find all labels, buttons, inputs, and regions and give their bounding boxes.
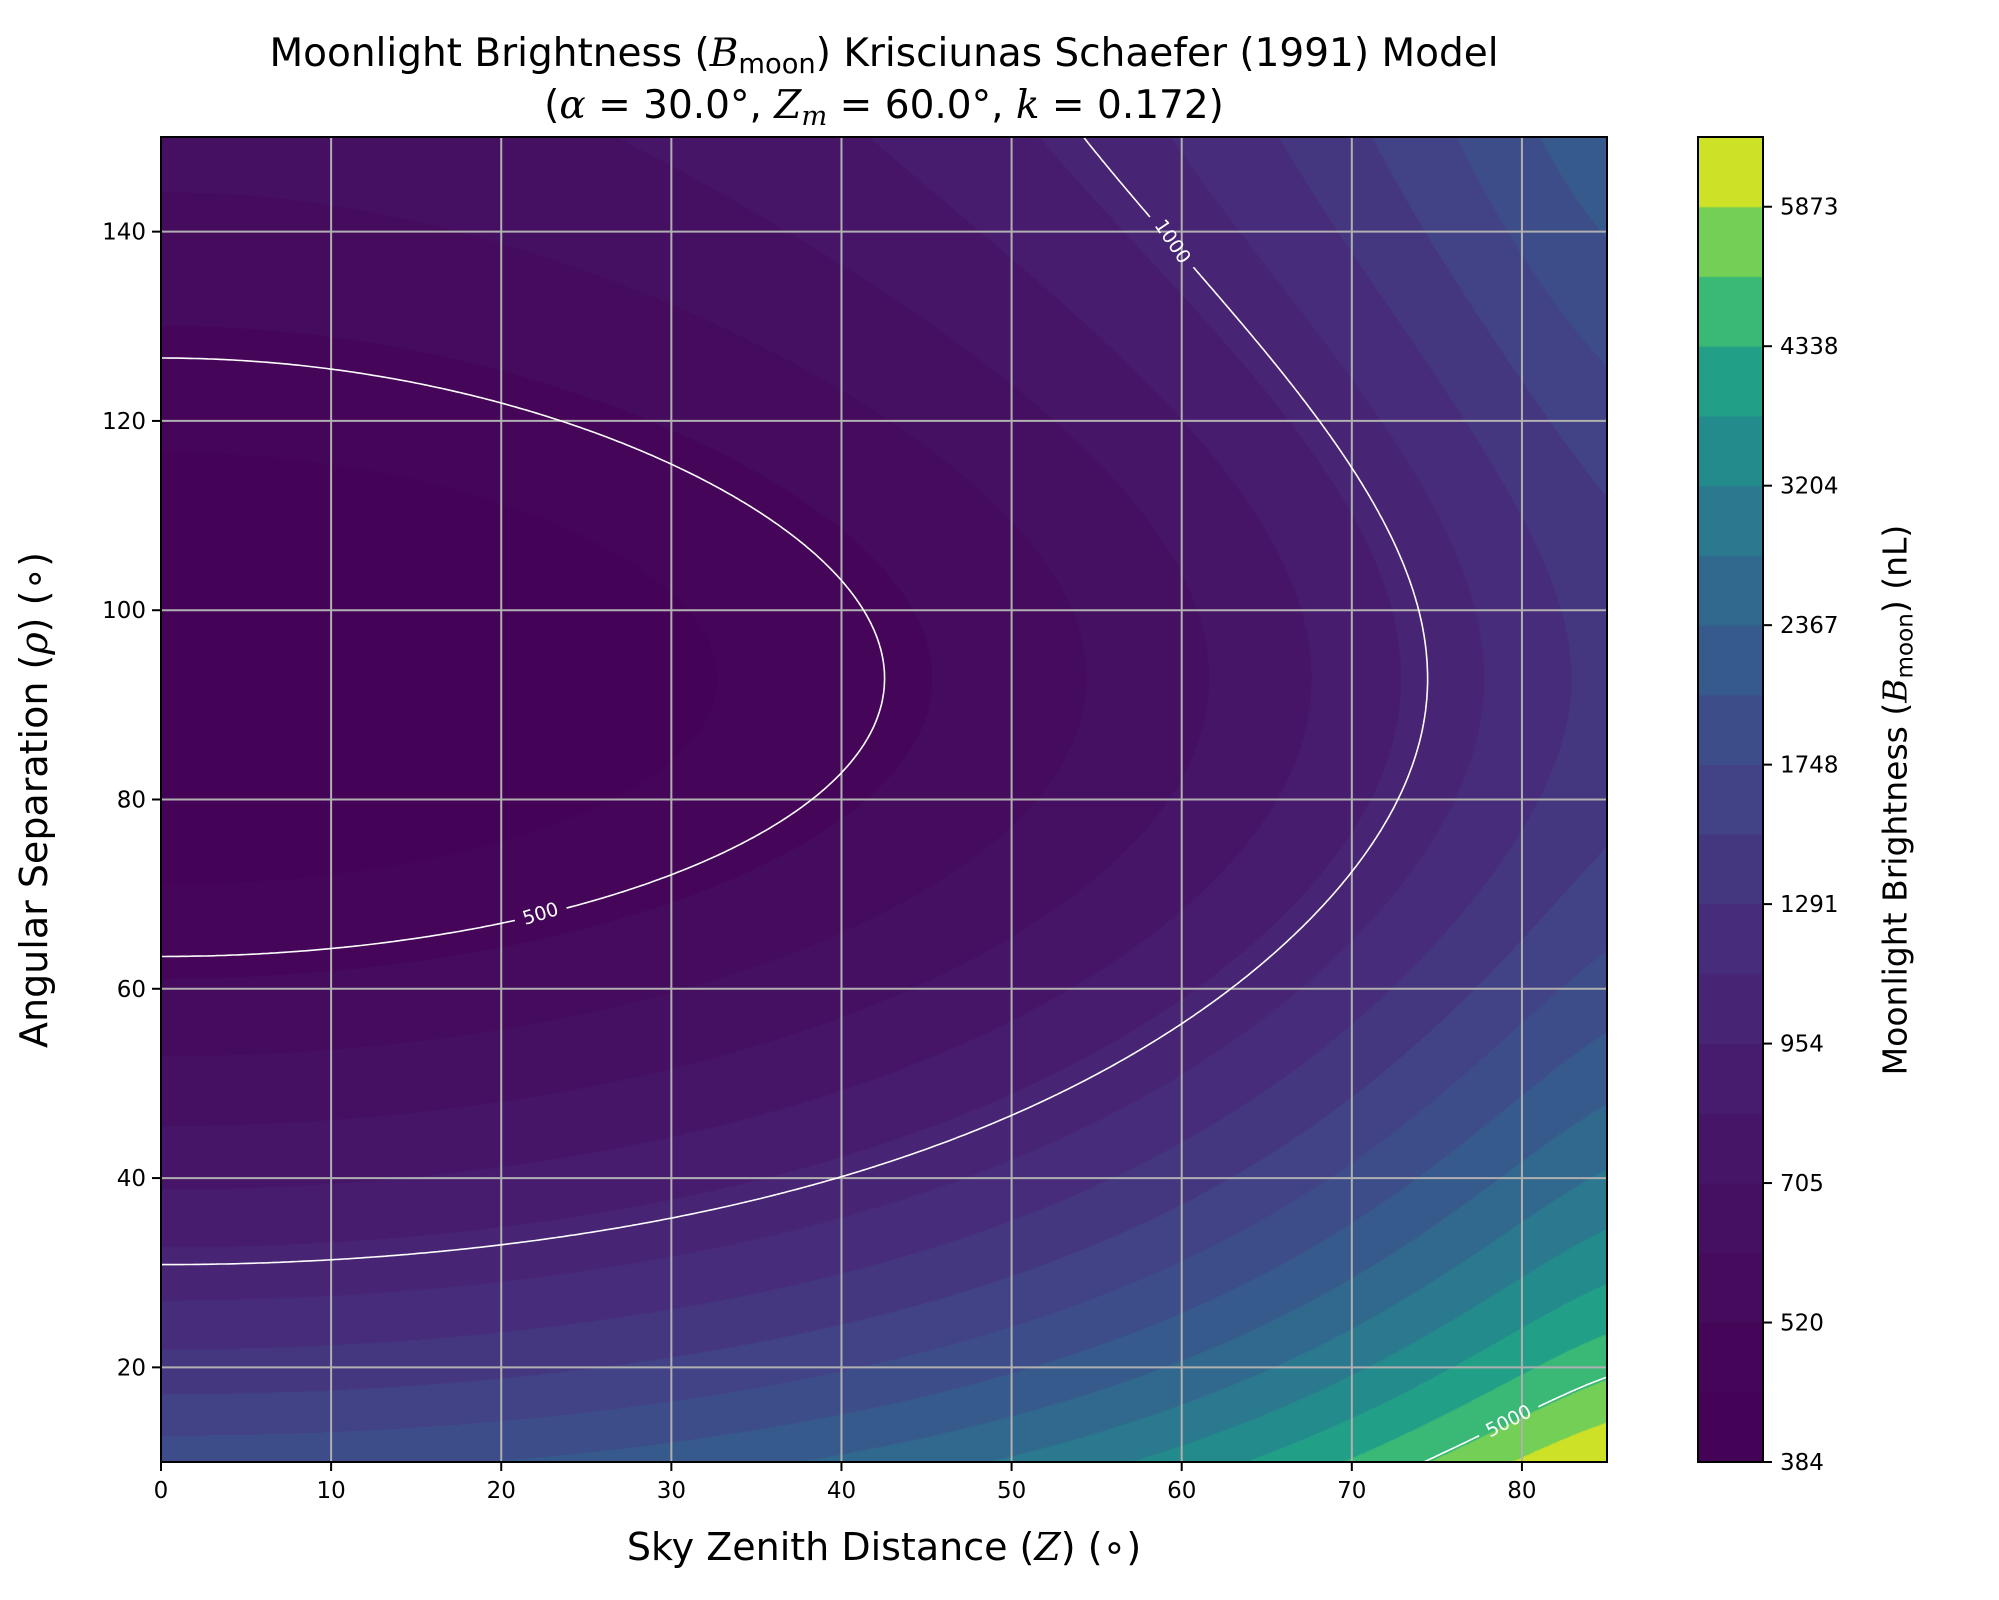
x-axis-label: Sky Zenith Distance (Z) (∘) (161, 1525, 1607, 1569)
x-tick-label: 70 (1337, 1478, 1366, 1504)
colorbar-tick-label: 1291 (1780, 892, 1839, 918)
x-tick-label: 30 (657, 1478, 686, 1504)
y-tick-label: 120 (102, 409, 146, 435)
contour-labels: 500 1000 5000 (520, 215, 1535, 1442)
title-text: = 60.0°, (827, 83, 1016, 128)
colorbar-tick-label: 2367 (1780, 613, 1839, 639)
x-label-text: Sky Zenith Distance ( (626, 1525, 1035, 1569)
x-tick-label: 40 (827, 1478, 856, 1504)
colorbar-label: Moonlight Brightness (Bmoon) (nL) (1875, 524, 1919, 1076)
colorbar-label-symbol: B (1875, 678, 1915, 703)
title-subscript: m (801, 100, 828, 132)
y-label-symbol: ρ (12, 632, 56, 655)
grid-lines (160, 137, 1607, 1462)
title-text: = 0.172) (1039, 83, 1224, 128)
title-symbol: Z (774, 83, 802, 128)
colorbar-tick-label: 4338 (1780, 334, 1839, 360)
contour-label: 1000 (1150, 215, 1195, 267)
colorbar-label-text: ) (nL) (1875, 524, 1915, 614)
title-symbol: α (559, 83, 586, 128)
colorbar-tick-label: 705 (1780, 1171, 1824, 1197)
contour-lines (161, 136, 1608, 1463)
title-text: ) Krisciunas Schaefer (1991) Model (815, 31, 1499, 76)
colorbar-label-text: Moonlight Brightness ( (1875, 702, 1915, 1076)
x-tick-label: 50 (997, 1478, 1026, 1504)
x-label-text: ) (∘) (1060, 1525, 1142, 1569)
y-tick-label: 40 (117, 1166, 146, 1192)
colorbar-tick-label: 3204 (1780, 474, 1839, 500)
colorbar-frame (1697, 136, 1764, 1463)
title-text: Moonlight Brightness ( (269, 31, 710, 76)
colorbar-tick-label: 520 (1780, 1311, 1824, 1337)
x-tick-label: 10 (316, 1478, 345, 1504)
chart-title-line1: Moonlight Brightness (Bmoon) Krisciunas … (161, 31, 1607, 78)
contour-label: 5000 (1482, 1400, 1535, 1442)
y-tick-label: 20 (117, 1355, 146, 1381)
title-symbol: k (1015, 83, 1040, 128)
colorbar-tick-label: 954 (1780, 1032, 1824, 1058)
colorbar-label-subscript: moon (1892, 613, 1919, 679)
y-tick-label: 80 (117, 788, 146, 814)
y-tick-label: 100 (102, 598, 146, 624)
y-tick-label: 60 (117, 977, 146, 1003)
y-tick-label: 140 (102, 220, 146, 246)
title-text: ( (544, 83, 560, 128)
y-label-text: Angular Separation ( (12, 654, 56, 1049)
colorbar-gradient (1698, 137, 1763, 1462)
title-subscript: moon (738, 48, 816, 80)
title-symbol: B (709, 31, 739, 76)
x-tick-label: 0 (154, 1478, 169, 1504)
x-label-symbol: Z (1034, 1525, 1061, 1569)
title-text: = 30.0°, (585, 83, 775, 128)
x-tick-label: 60 (1167, 1478, 1196, 1504)
colorbar-tick-label: 5873 (1780, 195, 1839, 221)
chart-title-line2: (α = 30.0°, Zm = 60.0°, k = 0.172) (161, 83, 1607, 130)
axis-ticks: 0 10 20 30 40 50 60 70 80 20 40 60 80 100 120 140 384 520… (102, 195, 1838, 1504)
colorbar-tick-label: 1748 (1780, 753, 1839, 779)
y-label-text: ) (∘) (12, 551, 56, 633)
x-tick-label: 20 (487, 1478, 516, 1504)
contour-line-1000 (161, 136, 1429, 1266)
contour-line-500 (161, 357, 886, 958)
contour-label: 500 (520, 898, 561, 930)
colorbar-tick-label: 384 (1780, 1450, 1824, 1476)
y-axis-label: Angular Separation (ρ) (∘) (12, 552, 56, 1048)
x-tick-label: 80 (1507, 1478, 1536, 1504)
